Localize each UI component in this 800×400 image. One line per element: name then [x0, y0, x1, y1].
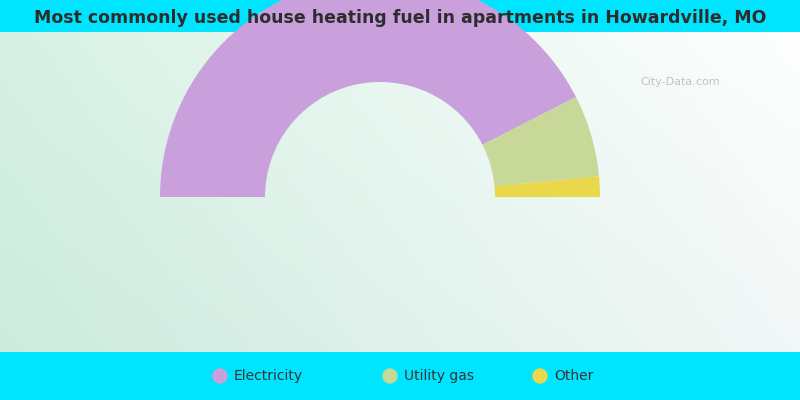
- Wedge shape: [494, 176, 600, 197]
- Text: Other: Other: [554, 369, 594, 383]
- Text: Utility gas: Utility gas: [404, 369, 474, 383]
- Circle shape: [383, 369, 397, 383]
- Circle shape: [213, 369, 227, 383]
- Text: City-Data.com: City-Data.com: [640, 77, 720, 87]
- Wedge shape: [160, 0, 576, 197]
- Wedge shape: [482, 97, 599, 186]
- Text: Most commonly used house heating fuel in apartments in Howardville, MO: Most commonly used house heating fuel in…: [34, 9, 766, 27]
- Text: Electricity: Electricity: [234, 369, 303, 383]
- Circle shape: [533, 369, 547, 383]
- FancyBboxPatch shape: [0, 0, 800, 32]
